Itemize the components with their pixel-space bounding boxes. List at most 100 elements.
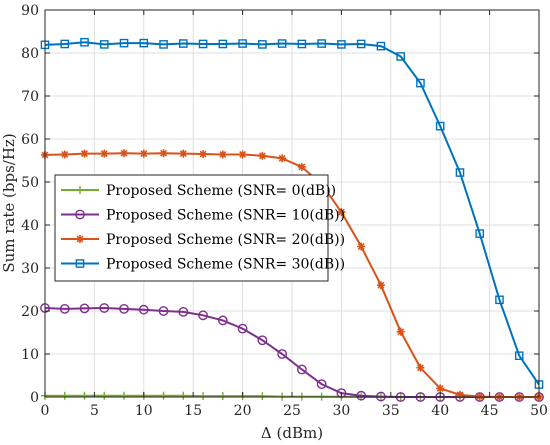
data-point (159, 149, 168, 158)
data-point (297, 162, 306, 171)
data-point (337, 208, 346, 217)
data-point (514, 351, 524, 361)
data-point (80, 391, 89, 400)
data-point (376, 41, 386, 51)
data-point (99, 40, 109, 49)
data-point (238, 39, 247, 48)
data-point (80, 37, 89, 47)
y-tick-label: 80 (21, 46, 39, 62)
data-point (100, 391, 109, 400)
y-tick-label: 70 (21, 89, 39, 105)
data-point (119, 38, 129, 48)
data-point (416, 78, 425, 88)
x-tick-label: 25 (283, 403, 301, 419)
data-point (198, 310, 208, 321)
legend-label: Proposed Scheme (SNR= 10(dB)) (106, 208, 345, 224)
data-point (60, 391, 69, 400)
legend-label: Proposed Scheme (SNR= 20(dB)) (106, 232, 345, 248)
data-point (178, 306, 189, 317)
data-point (356, 390, 367, 401)
data-point (297, 39, 307, 49)
data-point (59, 303, 70, 314)
data-point (158, 306, 169, 316)
data-point (316, 379, 327, 389)
legend-marker (76, 235, 84, 243)
legend-box (54, 174, 329, 282)
data-point (258, 40, 267, 49)
data-point (436, 384, 445, 393)
data-point (396, 327, 405, 336)
legend-marker (76, 186, 84, 194)
legend-label: Proposed Scheme (SNR= 30(dB)) (106, 257, 345, 273)
x-tick-label: 0 (41, 403, 50, 419)
legend-marker (75, 209, 85, 220)
data-point (296, 364, 307, 375)
data-point (159, 40, 168, 49)
data-point (238, 150, 247, 159)
data-point (139, 149, 148, 158)
data-point (199, 392, 208, 401)
data-point (416, 363, 425, 372)
data-point (258, 392, 267, 401)
data-point (337, 40, 346, 49)
y-tick-label: 50 (21, 175, 39, 191)
y-tick-label: 60 (21, 132, 39, 148)
data-point (99, 303, 110, 313)
data-point (60, 39, 70, 49)
y-tick-label: 0 (30, 390, 39, 406)
data-point (317, 39, 326, 48)
x-tick-label: 30 (332, 403, 350, 419)
data-point (258, 151, 267, 160)
data-point (120, 149, 129, 158)
legend-label: Proposed Scheme (SNR= 0(dB)) (106, 183, 336, 199)
y-tick-label: 30 (21, 261, 39, 277)
data-point (356, 39, 366, 49)
legend-marker (75, 259, 85, 268)
data-point (218, 150, 227, 159)
x-tick-label: 50 (530, 403, 548, 419)
x-tick-label: 15 (184, 403, 202, 419)
y-axis-label: Sum rate (bps/Hz) (0, 133, 18, 272)
data-point (199, 150, 208, 159)
data-point (138, 304, 149, 315)
y-tick-label: 20 (21, 304, 39, 320)
data-point (237, 323, 248, 334)
data-point (495, 295, 504, 305)
y-tick-label: 10 (21, 347, 39, 363)
data-point (218, 39, 228, 49)
y-tick-label: 40 (21, 218, 39, 234)
data-point (435, 121, 445, 131)
axis-ticks: 0 5 10 15 20 25 30 35 40 45 50 0 10 20 30 40 50 60 70 80 90 (21, 3, 548, 419)
x-axis-label: Δ (dBm) (261, 424, 323, 442)
x-tick-label: 10 (135, 403, 153, 419)
x-tick-label: 5 (90, 403, 99, 419)
data-point (120, 391, 129, 400)
data-point (79, 303, 90, 314)
data-point (277, 39, 287, 48)
data-point (475, 229, 485, 238)
series-3 (40, 37, 544, 389)
data-point (357, 242, 366, 251)
data-point (217, 315, 228, 326)
data-point (139, 38, 149, 48)
data-point (218, 392, 227, 401)
data-point (278, 154, 287, 163)
data-point (179, 391, 188, 400)
data-point (277, 349, 288, 359)
data-point (100, 149, 109, 158)
x-tick-label: 20 (234, 403, 252, 419)
x-tick-label: 45 (481, 403, 499, 419)
data-point (179, 149, 188, 158)
y-tick-label: 90 (21, 3, 39, 19)
data-point (179, 39, 188, 48)
data-point (455, 168, 465, 177)
data-point (257, 335, 268, 346)
data-point (60, 150, 69, 159)
data-point (198, 39, 208, 49)
data-point (80, 149, 89, 158)
legend: Proposed Scheme (SNR= 0(dB)) Proposed Sch… (54, 174, 345, 282)
x-tick-label: 40 (431, 403, 449, 419)
data-point (159, 391, 168, 400)
x-tick-label: 35 (382, 403, 400, 419)
